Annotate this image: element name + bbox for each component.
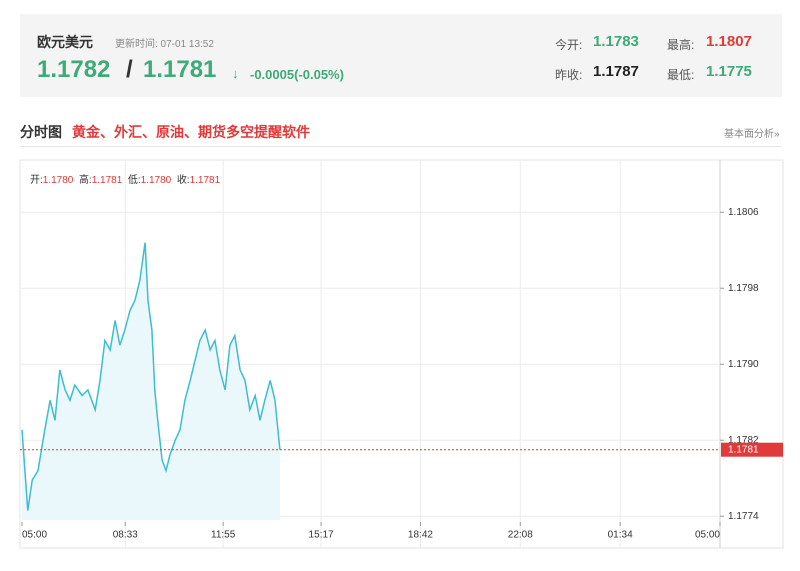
change-arrow: ↓ xyxy=(232,66,239,81)
y-tick-label: 1.1790 xyxy=(728,359,759,370)
analysis-link[interactable]: 基本面分析» xyxy=(724,129,780,140)
info-value: 1.1780 xyxy=(42,175,74,186)
ohlc-info: 开:1.1780 高:1.1781 低:1.1780 收:1.1781 xyxy=(30,171,220,186)
x-tick-label: 22:08 xyxy=(508,530,533,541)
stat-value: 1.1783 xyxy=(593,33,639,50)
x-tick-label: 18:42 xyxy=(408,530,433,541)
symbol-title: 欧元美元 xyxy=(37,34,93,50)
info-label: 开: xyxy=(30,175,43,186)
stat-label: 昨收: xyxy=(555,68,583,82)
x-tick-label: 05:00 xyxy=(695,530,720,541)
info-value: 1.1780 xyxy=(140,175,172,186)
info-value: 1.1781 xyxy=(189,175,221,186)
update-time: 更新时间: 07-01 13:52 xyxy=(115,39,214,50)
x-tick-label: 11:55 xyxy=(211,530,236,541)
promo-link[interactable]: 黄金、外汇、原油、期货多空提醒软件 xyxy=(72,124,310,140)
y-tick-label: 1.1806 xyxy=(728,207,759,218)
ask-price: 1.1781 xyxy=(143,56,217,83)
stat-label: 今开: xyxy=(555,38,583,52)
divider xyxy=(20,146,782,147)
price-line xyxy=(21,242,281,511)
x-tick-label: 15:17 xyxy=(309,530,334,541)
info-label: 收: xyxy=(176,175,190,186)
section-title: 分时图 xyxy=(20,124,62,140)
y-tick-label: 1.1798 xyxy=(728,283,759,294)
stat-value: 1.1807 xyxy=(706,33,752,50)
info-label: 高: xyxy=(78,175,92,186)
info-label: 低: xyxy=(127,175,141,186)
y-tick-label: 1.1774 xyxy=(728,511,759,522)
stat-label: 最低: xyxy=(667,68,695,82)
stat-value: 1.1775 xyxy=(706,63,752,80)
quote-header: 欧元美元 更新时间: 07-01 13:52 1.1782 / 1.1781 ↓… xyxy=(20,14,782,97)
last-price-label: 1.1781 xyxy=(728,444,759,455)
x-tick-label: 08:33 xyxy=(113,530,138,541)
y-tick-label: 1.1782 xyxy=(728,435,759,446)
info-value: 1.1781 xyxy=(91,175,123,186)
area-fill xyxy=(22,242,280,520)
stat-label: 最高: xyxy=(667,38,695,52)
change: -0.0005(-0.05%) xyxy=(250,67,344,82)
chart-frame xyxy=(19,159,784,549)
x-tick-label: 01:34 xyxy=(608,530,633,541)
x-tick-label: 05:00 xyxy=(22,530,47,541)
bid-price: 1.1782 xyxy=(37,56,111,83)
last-price-box xyxy=(721,442,783,457)
separator: / xyxy=(126,56,133,83)
stat-value: 1.1787 xyxy=(593,63,639,80)
